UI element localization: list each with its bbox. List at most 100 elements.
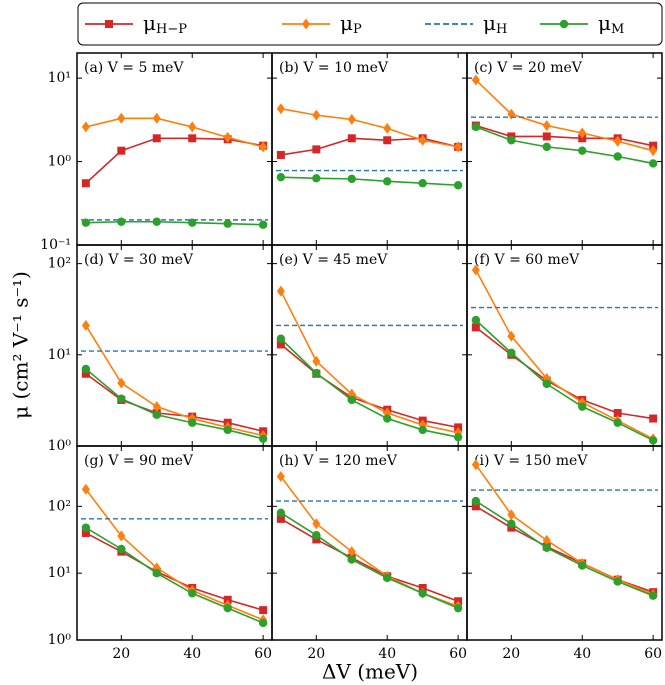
data-point — [347, 555, 356, 564]
data-point — [276, 150, 285, 159]
data-point — [578, 561, 587, 570]
data-point — [383, 414, 392, 423]
y-axis-label: μ (cm² V⁻¹ s⁻¹) — [9, 271, 33, 419]
legend-symbol: μ — [598, 11, 611, 35]
data-point — [223, 603, 232, 613]
data-point — [383, 122, 392, 134]
legend-label: μH — [483, 11, 507, 37]
data-point — [276, 508, 286, 518]
series-line — [85, 373, 264, 433]
data-point — [471, 315, 481, 325]
data-point — [312, 531, 321, 540]
x-tick-label: 60 — [449, 646, 467, 662]
x-tick-label: 60 — [644, 646, 662, 662]
data-point — [258, 434, 268, 443]
legend-label: μH−P — [143, 11, 187, 37]
y-tick-label: 10¹ — [48, 347, 71, 363]
series-line — [280, 518, 459, 603]
legend-marker — [302, 18, 310, 30]
y-tick-label: 10² — [48, 498, 71, 514]
data-point — [152, 112, 161, 124]
x-tick-label: 20 — [112, 646, 130, 662]
data-point — [223, 595, 232, 604]
data-point — [542, 132, 551, 141]
data-point — [507, 330, 516, 342]
data-point — [613, 418, 622, 427]
data-point — [453, 432, 463, 442]
data-point — [507, 519, 516, 528]
series-line — [280, 475, 459, 607]
data-point — [276, 172, 286, 182]
data-point — [81, 528, 90, 537]
data-point — [152, 401, 161, 413]
data-point — [276, 470, 285, 482]
series-line — [280, 176, 459, 187]
data-point — [613, 409, 622, 418]
data-point — [81, 364, 91, 374]
series-line — [280, 107, 459, 148]
data-point — [259, 606, 268, 615]
panel-title: (e) V = 45 meV — [279, 252, 388, 268]
series-line — [85, 325, 264, 437]
legend-subscript: M — [611, 22, 624, 37]
data-point — [471, 496, 481, 506]
data-point — [188, 218, 197, 227]
data-point — [649, 414, 658, 423]
data-point — [276, 514, 285, 523]
legend-subscript: H — [496, 22, 507, 37]
data-point — [507, 108, 516, 120]
data-point — [347, 113, 356, 125]
data-point — [312, 109, 321, 121]
data-point — [542, 120, 551, 132]
data-point — [418, 134, 427, 146]
data-point — [613, 135, 622, 147]
y-tick-label: 10¹ — [48, 70, 71, 86]
data-point — [507, 348, 516, 358]
panel-frame — [271, 445, 468, 641]
series-line — [475, 505, 654, 593]
panel-frame — [271, 244, 468, 447]
data-point — [542, 543, 551, 552]
data-point — [81, 369, 90, 378]
series-line — [85, 220, 264, 226]
legend-marker — [559, 19, 569, 29]
data-point — [383, 136, 392, 145]
data-point — [613, 577, 622, 586]
data-point — [81, 483, 90, 495]
data-point — [471, 459, 480, 471]
y-tick-label: 10⁰ — [48, 154, 72, 170]
panel-frame — [271, 52, 468, 246]
y-tick-label: 10¹ — [48, 565, 71, 581]
legend-symbol: μ — [143, 11, 156, 35]
data-point — [542, 379, 551, 389]
data-point — [188, 121, 197, 133]
legend-label: μP — [340, 11, 362, 37]
series-line — [280, 137, 459, 156]
series-line — [280, 338, 459, 438]
data-point — [117, 377, 126, 389]
panel-frame — [466, 445, 663, 641]
series-line — [85, 526, 264, 624]
data-point — [259, 141, 268, 153]
data-point — [312, 518, 321, 530]
panel-title: (b) V = 10 meV — [279, 60, 389, 76]
data-point — [453, 181, 463, 190]
series-line — [280, 512, 459, 609]
data-point — [152, 410, 161, 419]
series-line — [475, 269, 654, 440]
data-point — [648, 436, 658, 445]
legend-symbol: μ — [340, 11, 353, 35]
series-line — [475, 464, 654, 596]
series-line — [280, 290, 459, 434]
series-line — [85, 488, 264, 621]
data-point — [312, 355, 321, 367]
data-point — [152, 134, 161, 143]
data-point — [152, 568, 161, 578]
data-point — [223, 219, 232, 228]
data-point — [507, 136, 516, 145]
x-tick-label: 20 — [502, 646, 520, 662]
data-point — [117, 112, 126, 124]
data-point — [117, 217, 126, 226]
data-point — [542, 534, 551, 546]
panel-title: (f) V = 60 meV — [474, 252, 580, 268]
